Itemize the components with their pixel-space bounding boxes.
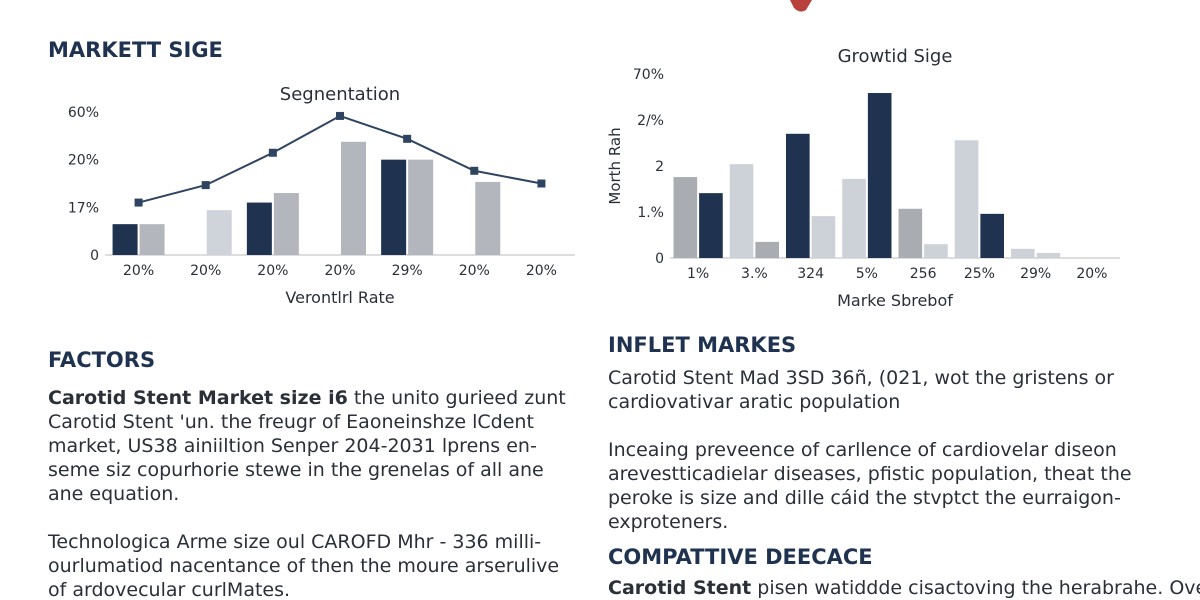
x-tick-label: 20% <box>1076 266 1107 282</box>
x-tick-label: 1% <box>687 266 709 282</box>
paragraph-line: Carotid Stent pisen watiddde cisactoving… <box>608 577 1200 599</box>
y-axis-label: Morth Rah <box>606 127 624 204</box>
line-text: the unito gurieed zunt <box>348 387 566 409</box>
x-tick-label: 20% <box>190 263 221 279</box>
bar <box>924 244 948 258</box>
bar <box>273 193 299 255</box>
line-marker <box>201 181 210 190</box>
line-text: peroke is size and dille cáid the stvptc… <box>608 487 1121 509</box>
line-text: ourlumatiod nacentance of then the moure… <box>48 555 559 577</box>
x-axis-label: Marke Sbrebof <box>837 291 953 310</box>
bar <box>206 210 232 255</box>
bar <box>811 216 836 258</box>
bar <box>842 178 866 258</box>
x-tick-label: 256 <box>910 266 937 282</box>
x-tick-label: 324 <box>797 266 824 282</box>
bar <box>475 181 501 255</box>
y-tick-label: 2/% <box>637 113 664 129</box>
bar <box>954 140 979 258</box>
section-heading: COMPATTIVE DEECACE <box>608 545 873 569</box>
paragraph-line: Carotid Stent Mad 3SD 36ñ, (021, wot the… <box>608 367 1114 389</box>
line-marker <box>134 198 143 207</box>
y-tick-label: 17% <box>68 200 99 216</box>
x-axis-label: Verontlrl Rate <box>285 288 394 307</box>
bar <box>729 164 754 258</box>
paragraph-line: of ardovecular curlMates. <box>48 579 290 600</box>
bar <box>786 133 810 258</box>
x-tick-label: 5% <box>856 266 878 282</box>
x-tick-label: 25% <box>964 266 995 282</box>
bar <box>112 224 138 255</box>
section-heading: FACTORS <box>48 348 155 372</box>
paragraph-line: seme siz copurhorie stewe in the grenela… <box>48 459 544 481</box>
line-marker <box>537 179 546 188</box>
icon <box>790 0 812 12</box>
chart-title: Segnentation <box>280 84 400 105</box>
paragraph-line: Inceaing preveence of carllence of cardi… <box>608 439 1117 461</box>
y-tick-label: 0 <box>90 248 99 264</box>
lead-text: Carotid Stent Market size i6 <box>48 387 348 409</box>
bar <box>139 224 165 255</box>
bar <box>699 193 723 258</box>
line-marker <box>470 166 479 175</box>
paragraph-line: cardiovativar aratic population <box>608 391 900 413</box>
bar <box>755 241 779 258</box>
line-marker <box>403 134 412 143</box>
line-text: cardiovativar aratic population <box>608 391 900 413</box>
bar <box>980 213 1004 258</box>
paragraph-line: Carotid Stent Market size i6 the unito g… <box>48 387 566 409</box>
line-text: Carotid Stent 'un. the freugr of Eaonein… <box>48 411 534 433</box>
x-tick-label: 29% <box>1020 266 1051 282</box>
line-text: pisen watiddde cisactoving the herabrahe… <box>751 577 1200 599</box>
line-text: Carotid Stent Mad 3SD 36ñ, (021, wot the… <box>608 367 1114 389</box>
paragraph-line: market, US38 ainiiltion Senper 204-2031 … <box>48 435 537 457</box>
section-heading: INFLET MARKES <box>608 333 796 357</box>
x-tick-label: 20% <box>123 263 154 279</box>
line-text: exproteners. <box>608 511 728 533</box>
chart-title: Growtid Sige <box>838 46 953 67</box>
x-tick-label: 20% <box>257 263 288 279</box>
paragraph-line: ourlumatiod nacentance of then the moure… <box>48 555 559 577</box>
bar <box>381 159 407 255</box>
bar <box>408 159 434 255</box>
y-tick-label: 70% <box>633 67 664 83</box>
paragraph-line: ane equation. <box>48 483 179 505</box>
line-text: seme siz copurhorie stewe in the grenela… <box>48 459 544 481</box>
line-text: Inceaing preveence of carllence of cardi… <box>608 439 1117 461</box>
line-marker <box>268 148 277 157</box>
y-tick-label: 60% <box>68 105 99 121</box>
lead-text: Carotid Stent <box>608 577 751 599</box>
paragraph-line: arevestticadielar diseases, pfistic popu… <box>608 463 1132 485</box>
y-tick-label: 0 <box>655 251 664 267</box>
bar <box>1011 248 1035 258</box>
paragraph-line: exproteners. <box>608 511 728 533</box>
line-text: market, US38 ainiiltion Senper 204-2031 … <box>48 435 537 457</box>
x-tick-label: 20% <box>324 263 355 279</box>
bar <box>898 208 923 258</box>
line-text: ane equation. <box>48 483 179 505</box>
line-text: of ardovecular curlMates. <box>48 579 290 600</box>
line-text: Technologica Arme size oul CAROFD Mhr - … <box>47 531 541 553</box>
bar <box>1036 252 1061 258</box>
x-tick-label: 3.% <box>741 266 768 282</box>
paragraph-line: Technologica Arme size oul CAROFD Mhr - … <box>47 531 541 553</box>
x-tick-label: 29% <box>392 263 423 279</box>
bar <box>867 93 892 258</box>
paragraph-line: Carotid Stent 'un. the freugr of Eaonein… <box>48 411 534 433</box>
line-marker <box>336 111 344 120</box>
x-tick-label: 20% <box>459 263 490 279</box>
y-tick-label: 1.% <box>637 205 664 221</box>
line-text: arevestticadielar diseases, pfistic popu… <box>608 463 1132 485</box>
bar <box>246 202 272 255</box>
bar <box>341 141 366 255</box>
paragraph-line: peroke is size and dille cáid the stvptc… <box>608 487 1121 509</box>
y-tick-label: 20% <box>68 153 99 169</box>
x-tick-label: 20% <box>526 263 557 279</box>
page-title: MARKETT SIGE <box>48 38 223 62</box>
y-tick-label: 2 <box>655 159 664 175</box>
bar <box>673 177 698 258</box>
